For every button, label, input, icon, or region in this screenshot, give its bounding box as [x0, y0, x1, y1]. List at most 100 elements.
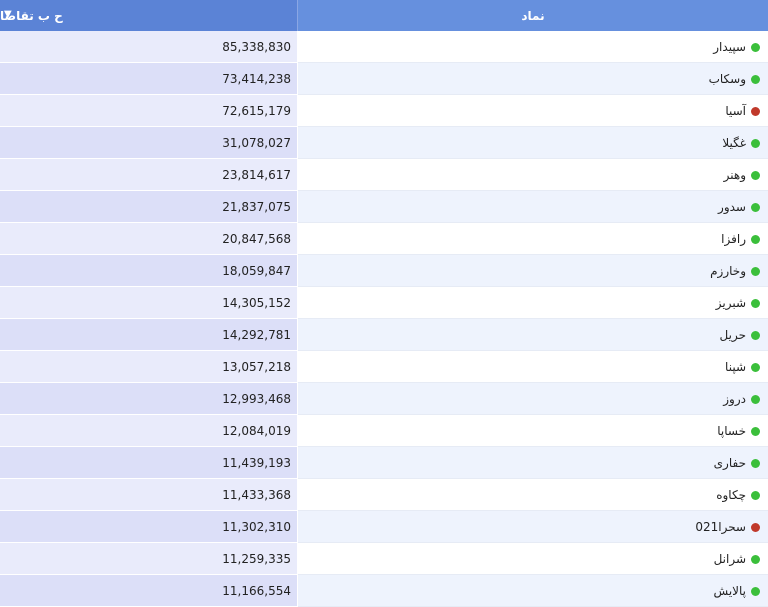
symbol-cell[interactable]: حریل [298, 319, 768, 351]
table-row[interactable]: 12,084,019 خساپا [0, 415, 768, 447]
symbol-wrapper: حفاری [714, 456, 760, 470]
status-dot-icon [751, 202, 760, 212]
symbol-cell[interactable]: خساپا [298, 415, 768, 447]
status-dot-icon [751, 266, 760, 276]
table-row[interactable]: 13,057,218 شپنا [0, 351, 768, 383]
demand-value-cell: 11,259,335 [0, 543, 298, 575]
symbol-cell[interactable]: وسکاب [298, 63, 768, 95]
symbol-wrapper: پالایش [714, 584, 760, 598]
demand-value-cell: 21,837,075 [0, 191, 298, 223]
symbol-cell[interactable]: شرانل [298, 543, 768, 575]
symbol-name: سحرا021 [695, 519, 746, 534]
symbol-cell[interactable]: غگیلا [298, 127, 768, 159]
status-dot-icon [751, 426, 760, 436]
symbol-cell[interactable]: وخارزم [298, 255, 768, 287]
status-dot-icon [751, 330, 760, 340]
demand-value-cell: 20,847,568 [0, 223, 298, 255]
symbol-wrapper: وخارزم [710, 264, 760, 278]
symbol-name: چکاوه [716, 487, 746, 502]
table-row[interactable]: 72,615,179 آسیا [0, 95, 768, 127]
table-row[interactable]: 11,302,310 سحرا021 [0, 511, 768, 543]
demand-value-cell: 14,292,781 [0, 319, 298, 351]
demand-value-cell: 14,305,152 [0, 287, 298, 319]
table-body: 85,338,830 سپیدار 73,414,238 وسکاب 72,615,17… [0, 31, 768, 607]
symbol-name: حریل [719, 327, 746, 342]
symbol-name: غگیلا [722, 135, 746, 150]
demand-value-cell: 12,993,468 [0, 383, 298, 415]
symbol-wrapper: حریل [720, 328, 760, 342]
symbol-name: خساپا [717, 423, 746, 438]
status-dot-icon [751, 362, 760, 372]
status-dot-icon [751, 106, 760, 116]
symbol-wrapper: شبریز [716, 296, 760, 310]
symbol-name: سپیدار [713, 39, 746, 54]
table-row[interactable]: 21,837,075 سدور [0, 191, 768, 223]
symbol-wrapper: وسکاب [709, 72, 760, 86]
status-dot-icon [751, 394, 760, 404]
status-dot-icon [751, 458, 760, 468]
status-dot-icon [751, 298, 760, 308]
demand-value-cell: 11,302,310 [0, 511, 298, 543]
symbol-name: دروز [723, 391, 746, 406]
symbol-name: شپنا [725, 359, 746, 374]
symbol-cell[interactable]: شپنا [298, 351, 768, 383]
symbol-name: وسکاب [708, 71, 746, 86]
status-dot-icon [751, 170, 760, 180]
table-row[interactable]: 14,305,152 شبریز [0, 287, 768, 319]
symbol-cell[interactable]: شبریز [298, 287, 768, 319]
table-row[interactable]: 11,166,554 پالایش [0, 575, 768, 607]
symbol-wrapper: وهنر [724, 168, 760, 182]
table-row[interactable]: 85,338,830 سپیدار [0, 31, 768, 63]
status-dot-icon [751, 74, 760, 84]
symbol-name: پالایش [713, 583, 746, 598]
symbol-name: شرانل [713, 551, 746, 566]
status-dot-icon [751, 490, 760, 500]
table-row[interactable]: 11,433,368 چکاوه [0, 479, 768, 511]
table-row[interactable]: 20,847,568 رافزا [0, 223, 768, 255]
column-header-symbol-label: نماد [521, 8, 545, 23]
symbol-wrapper: سحرا021 [695, 520, 760, 534]
symbol-cell[interactable]: وهنر [298, 159, 768, 191]
table-row[interactable]: 11,259,335 شرانل [0, 543, 768, 575]
symbol-cell[interactable]: آسیا [298, 95, 768, 127]
symbol-wrapper: شپنا [725, 360, 760, 374]
column-header-demand[interactable]: ▼ ح ب تقاضا [0, 0, 298, 31]
table-row[interactable]: 73,414,238 وسکاب [0, 63, 768, 95]
status-dot-icon [751, 522, 760, 532]
demand-value-cell: 11,433,368 [0, 479, 298, 511]
status-dot-icon [751, 138, 760, 148]
symbol-cell[interactable]: سحرا021 [298, 511, 768, 543]
status-dot-icon [751, 42, 760, 52]
symbol-wrapper: غگیلا [722, 136, 760, 150]
symbol-cell[interactable]: سدور [298, 191, 768, 223]
table-row[interactable]: 31,078,027 غگیلا [0, 127, 768, 159]
demand-value-cell: 11,166,554 [0, 575, 298, 607]
demand-value-cell: 85,338,830 [0, 31, 298, 63]
table-row[interactable]: 12,993,468 دروز [0, 383, 768, 415]
demand-value-cell: 18,059,847 [0, 255, 298, 287]
column-header-demand-label: ح ب تقاضا [0, 8, 63, 23]
symbol-cell[interactable]: حفاری [298, 447, 768, 479]
demand-value-cell: 11,439,193 [0, 447, 298, 479]
table-row[interactable]: 14,292,781 حریل [0, 319, 768, 351]
demand-value-cell: 13,057,218 [0, 351, 298, 383]
symbol-cell[interactable]: چکاوه [298, 479, 768, 511]
symbol-name: وهنر [723, 167, 746, 182]
symbol-wrapper: چکاوه [716, 488, 760, 502]
table-row[interactable]: 18,059,847 وخارزم [0, 255, 768, 287]
symbol-cell[interactable]: سپیدار [298, 31, 768, 63]
sort-descending-icon[interactable]: ▼ [4, 9, 12, 20]
demand-value-cell: 73,414,238 [0, 63, 298, 95]
demand-value-cell: 31,078,027 [0, 127, 298, 159]
demand-value-cell: 72,615,179 [0, 95, 298, 127]
symbol-cell[interactable]: رافزا [298, 223, 768, 255]
column-header-symbol[interactable]: نماد [298, 0, 768, 31]
symbol-cell[interactable]: دروز [298, 383, 768, 415]
symbol-name: آسیا [725, 103, 746, 118]
status-dot-icon [751, 554, 760, 564]
symbol-name: شبریز [715, 295, 746, 310]
symbol-cell[interactable]: پالایش [298, 575, 768, 607]
table-row[interactable]: 11,439,193 حفاری [0, 447, 768, 479]
table-row[interactable]: 23,814,617 وهنر [0, 159, 768, 191]
